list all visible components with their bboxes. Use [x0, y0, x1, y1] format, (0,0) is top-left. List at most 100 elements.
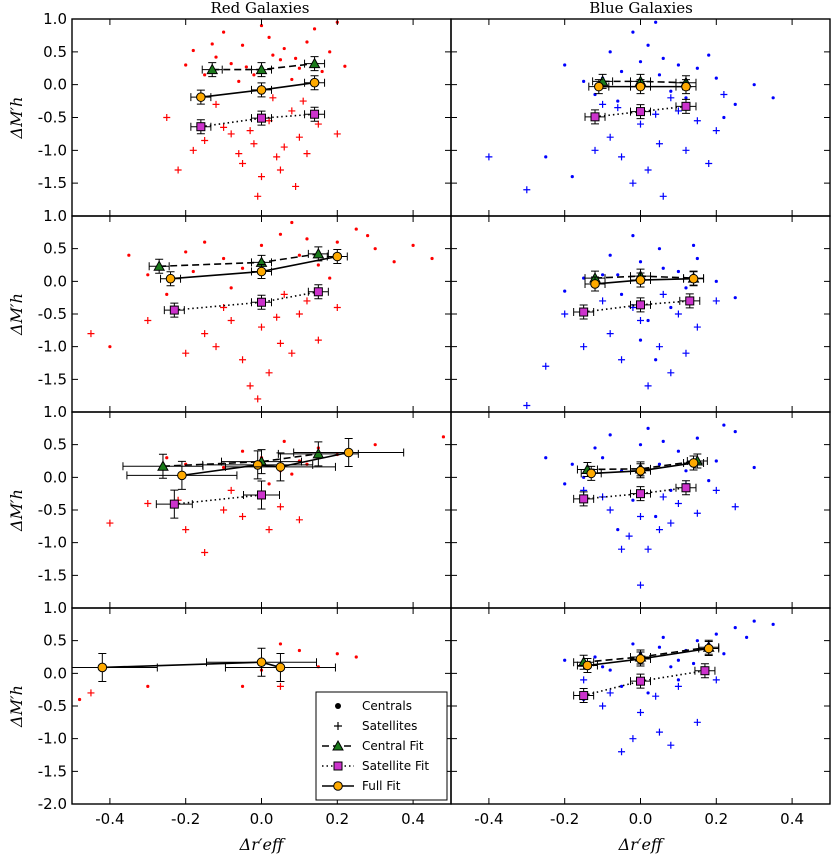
- panel-grid: 1.0 0.5 0.0 -0.5 -1.0 -1.5 ΔM′h 1.0 0.5 0.0 -0.5 -1…: [7, 10, 831, 854]
- satellite-point: [705, 159, 713, 167]
- central-point: [373, 443, 377, 447]
- x-axis-label: Δr′eff: [239, 835, 286, 854]
- central-point: [657, 247, 662, 251]
- legend-swatch-satellite-fit: [333, 761, 343, 771]
- satellite-fit-marker: [636, 300, 645, 310]
- satellite-point: [655, 526, 663, 534]
- central-point: [582, 276, 586, 280]
- central-point: [563, 63, 567, 67]
- x-tick-label: 0.0: [629, 810, 653, 828]
- satellite-point: [599, 100, 607, 108]
- central-point: [608, 433, 612, 437]
- central-point: [570, 462, 574, 466]
- satellite-point: [542, 362, 550, 370]
- central-point: [267, 482, 271, 486]
- satellite-point: [523, 401, 531, 409]
- satellite-point: [303, 150, 311, 158]
- full-fit-marker: [590, 279, 600, 289]
- satellite-point: [87, 330, 95, 338]
- y-tick-label: 0.0: [43, 272, 67, 290]
- central-point: [229, 286, 233, 290]
- satellite-fit-line: [583, 486, 687, 500]
- satellite-fit-marker: [257, 113, 266, 123]
- full-fit-marker: [177, 470, 187, 481]
- central-point: [305, 40, 309, 44]
- central-point: [601, 456, 605, 460]
- central-point: [229, 62, 233, 66]
- satellite-fit-marker: [636, 107, 645, 117]
- central-point: [563, 658, 567, 662]
- satellite-point: [333, 130, 341, 138]
- x-tick-label: -0.2: [171, 810, 200, 828]
- central-point: [771, 622, 775, 626]
- central-point: [237, 79, 241, 83]
- panel-frame: [450, 607, 831, 805]
- satellite-fit-marker: [310, 109, 320, 119]
- y-axis-label: ΔM′h: [7, 685, 26, 728]
- central-point: [638, 60, 643, 64]
- central-point: [752, 619, 756, 623]
- satellite-point: [295, 133, 303, 141]
- full-fit-marker: [309, 77, 320, 88]
- satellite-point: [280, 143, 288, 151]
- satellite-point: [276, 503, 284, 511]
- full-fit-marker: [252, 460, 263, 470]
- central-point: [733, 626, 737, 630]
- central-point: [373, 247, 377, 251]
- central-point: [411, 243, 415, 247]
- central-point: [631, 642, 635, 646]
- satellite-point: [682, 349, 690, 357]
- satellite-point: [731, 503, 739, 511]
- central-point: [638, 338, 643, 342]
- central-point: [669, 665, 673, 669]
- x-axis-label: Δr′eff: [618, 835, 665, 854]
- satellite-point: [667, 94, 675, 102]
- satellite-fit-marker: [257, 297, 266, 307]
- satellite-fit-marker: [685, 296, 695, 306]
- full-fit-marker: [688, 458, 699, 468]
- satellite-point: [174, 166, 182, 174]
- central-fit-line: [583, 646, 709, 664]
- central-point: [267, 35, 271, 39]
- satellite-point: [659, 493, 667, 501]
- satellite-point: [265, 369, 273, 377]
- satellite-point: [659, 290, 667, 298]
- central-point: [335, 240, 339, 244]
- panel-plot-area: [523, 234, 737, 409]
- satellite-point: [523, 186, 531, 194]
- central-point: [657, 645, 662, 649]
- full-fit-line: [587, 647, 709, 667]
- satellite-point: [201, 548, 209, 556]
- central-point: [691, 243, 696, 247]
- central-point: [165, 456, 169, 460]
- satellite-point: [652, 692, 660, 700]
- panel-blue-row-1: [450, 215, 831, 413]
- central-point: [127, 253, 131, 257]
- satellite-fit-marker: [169, 499, 179, 509]
- satellite-point: [314, 120, 322, 128]
- full-fit-line: [181, 451, 349, 477]
- satellite-point: [667, 741, 675, 749]
- full-fit-line: [170, 255, 338, 280]
- satellite-point: [591, 146, 599, 154]
- satellite-point: [182, 349, 190, 357]
- central-point: [616, 99, 620, 103]
- central-point: [259, 243, 264, 247]
- central-point: [631, 498, 635, 502]
- satellite-point: [239, 159, 247, 167]
- central-point: [77, 697, 82, 702]
- satellite-fit-marker: [636, 676, 645, 686]
- panel-plot-area: [563, 619, 775, 756]
- satellite-point: [637, 581, 644, 589]
- central-point: [343, 64, 347, 68]
- satellite-point: [258, 323, 265, 331]
- central-point: [214, 55, 218, 59]
- satellite-point: [674, 310, 682, 318]
- central-point: [733, 102, 737, 106]
- central-point: [441, 435, 446, 439]
- central-point: [638, 260, 643, 264]
- satellite-point: [637, 513, 644, 521]
- central-point: [676, 449, 681, 453]
- satellite-point: [288, 107, 296, 115]
- central-fit-marker: [312, 447, 325, 459]
